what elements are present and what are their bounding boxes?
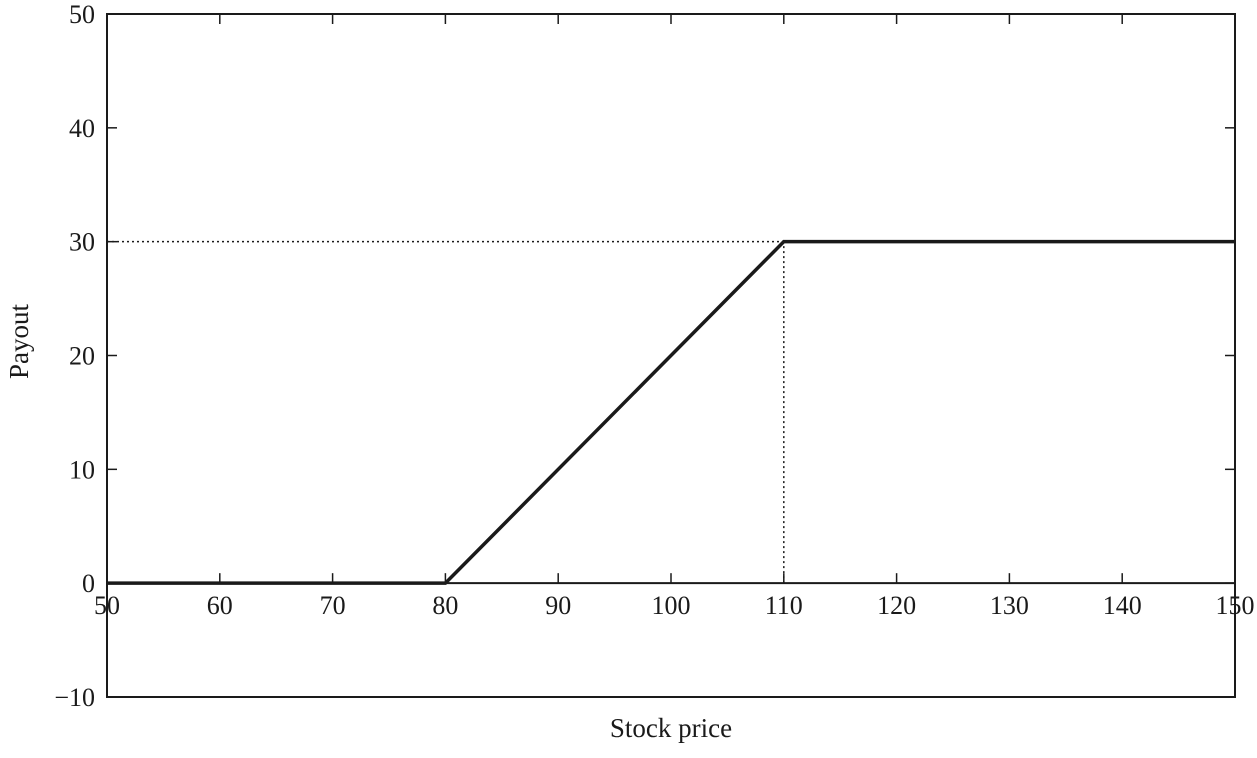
series-line — [107, 239, 1235, 585]
x-tick-label: 80 — [432, 591, 458, 620]
x-tick-label: 120 — [877, 591, 916, 620]
y-tick-label: 30 — [69, 228, 95, 257]
x-tick-label: 70 — [320, 591, 346, 620]
x-tick-label: 50 — [94, 591, 120, 620]
y-tick-label: 10 — [69, 455, 95, 484]
x-tick-label: 110 — [765, 591, 803, 620]
y-tick-label: 20 — [69, 342, 95, 371]
series-group — [107, 239, 1235, 585]
y-tick-label: 50 — [69, 0, 95, 29]
x-tick-label: 100 — [652, 591, 691, 620]
y-axis-title: Payout — [4, 304, 34, 380]
x-tick-label: 150 — [1216, 591, 1255, 620]
reference-lines — [107, 240, 785, 584]
y-tick-label: −10 — [54, 683, 95, 712]
axes — [106, 13, 1236, 698]
x-axis-title: Stock price — [610, 713, 732, 743]
y-tick-label: 0 — [82, 569, 95, 598]
y-tick-label: 40 — [69, 114, 95, 143]
tick-labels: 50 60 70 80 90 100 110 120 130 140 150 −10 0 10 20 30 40… — [54, 0, 1254, 712]
x-tick-label: 60 — [207, 591, 233, 620]
x-tick-label: 140 — [1103, 591, 1142, 620]
x-tick-label: 130 — [990, 591, 1029, 620]
x-tick-label: 90 — [545, 591, 571, 620]
